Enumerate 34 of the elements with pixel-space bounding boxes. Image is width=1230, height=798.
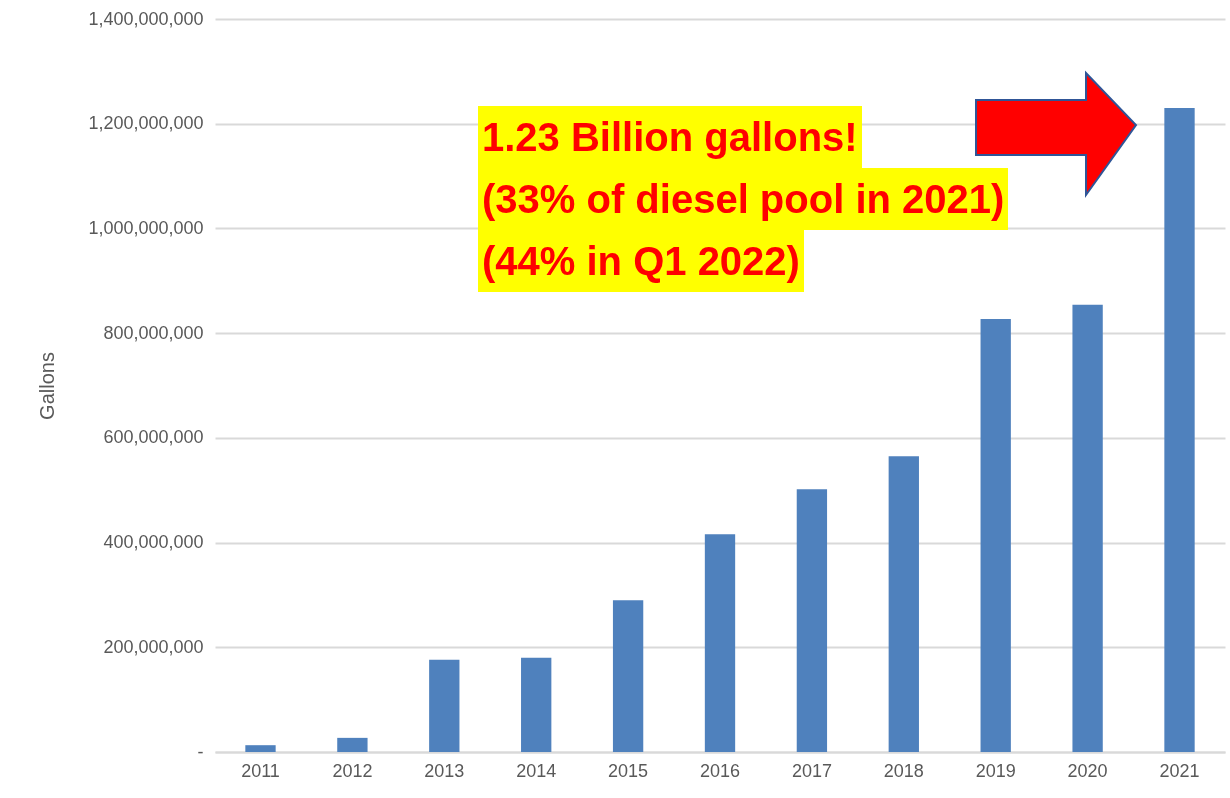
y-tick-label: 400,000,000 [103,532,204,553]
bar [980,319,1011,752]
bar [796,489,828,752]
bar [521,657,552,752]
x-tick-label: 2018 [883,760,924,781]
x-tick-label: 2019 [975,760,1016,781]
x-tick-label: 2015 [608,760,649,781]
x-tick-label: 2016 [699,760,741,781]
bar [888,456,919,752]
annotation: (33% of diesel pool in 2021) [478,168,1009,230]
x-tick-label: 2013 [424,760,465,781]
y-tick-label: 600,000,000 [103,427,204,448]
y-tick-label: 800,000,000 [103,322,204,343]
bar [337,737,368,752]
bar [704,534,736,752]
bar [612,600,644,752]
x-tick-label: 2020 [1067,760,1108,781]
bar [245,745,276,752]
y-axis-title: Gallons [36,352,59,420]
y-tick-label: 1,400,000,000 [88,8,204,29]
x-tick-label: 2017 [791,760,832,781]
y-tick-label: 1,200,000,000 [88,113,204,134]
bar [1072,304,1103,752]
x-tick-label: 2012 [332,760,373,781]
x-tick-label: 2011 [241,760,280,781]
bar [429,659,460,752]
x-tick-label: 2021 [1159,760,1200,781]
x-tick-label: 2014 [516,760,557,781]
y-tick-label: - [197,741,204,762]
y-tick-label: 200,000,000 [103,636,204,657]
bar [1164,108,1195,752]
annotation: 1.23 Billion gallons! [478,106,862,168]
annotation: (44% in Q1 2022) [478,230,804,292]
y-tick-label: 1,000,000,000 [88,217,204,238]
